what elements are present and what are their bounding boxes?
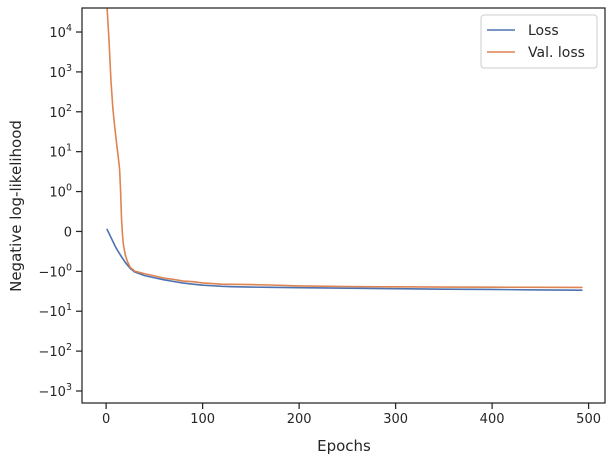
y-tick-label: 0 <box>64 225 72 240</box>
x-axis-title: Epochs <box>317 437 371 455</box>
x-tick-label: 300 <box>383 412 408 427</box>
x-tick-label: 100 <box>190 412 215 427</box>
legend-frame <box>480 14 598 69</box>
y-tick-label: −100 <box>39 262 72 280</box>
axis-ticks: 0 100 200 300 400 500 −103 −102 −101 −100 0 100 101 1… <box>39 23 601 427</box>
y-tick-label: −103 <box>39 382 72 400</box>
plot-frame <box>81 7 606 404</box>
y-tick-label: −102 <box>39 342 72 360</box>
legend-label-loss: Loss <box>528 23 559 39</box>
series-line-val-loss <box>106 8 583 289</box>
y-tick-label: 102 <box>49 103 72 121</box>
y-tick-label: 101 <box>49 143 72 161</box>
x-tick-label: 500 <box>576 412 601 427</box>
y-tick-label: 103 <box>49 63 72 81</box>
x-tick-label: 0 <box>102 412 110 427</box>
y-tick-label: 104 <box>49 23 72 41</box>
plot-area <box>82 8 605 403</box>
x-tick-label: 200 <box>287 412 312 427</box>
legend-label-val-loss: Val. loss <box>528 45 585 61</box>
y-axis-title: Negative log-likelihood <box>7 120 25 292</box>
x-tick-label: 400 <box>480 412 505 427</box>
series-line-loss <box>106 228 583 291</box>
y-tick-label: 100 <box>49 183 72 201</box>
legend: Loss Val. loss <box>480 14 598 69</box>
series-lines <box>106 8 583 291</box>
y-tick-label: −101 <box>39 302 72 320</box>
